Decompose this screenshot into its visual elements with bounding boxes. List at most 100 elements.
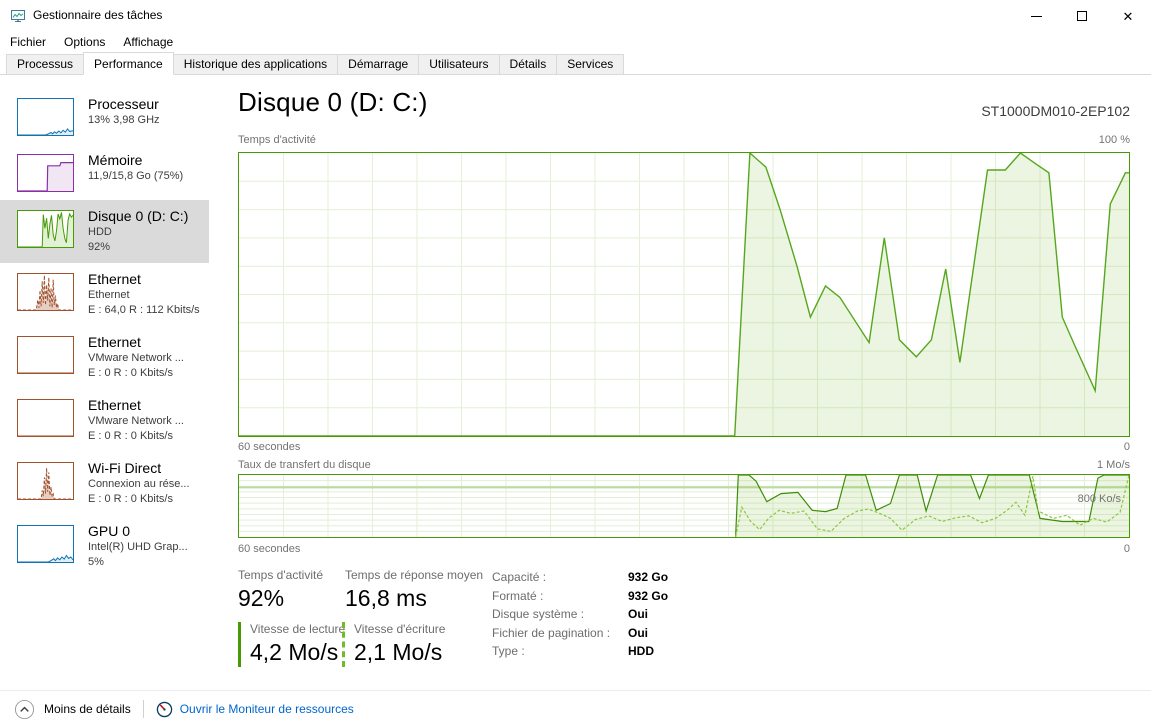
stat-write-value: 2,1 Mo/s — [354, 639, 443, 665]
disk-detail-list: Capacité : 932 Go Formaté : 932 Go Disqu… — [492, 568, 668, 661]
open-resource-monitor-link[interactable]: Ouvrir le Moniteur de ressources — [156, 701, 354, 718]
sidebar-item-stat: HDD — [88, 226, 112, 238]
detail-value: Oui — [628, 625, 648, 640]
activity-chart-ymax-label: 100 % — [1098, 134, 1130, 146]
detail-row-capacite: Capacité : 932 Go — [492, 568, 668, 587]
gpu-mini-chart — [17, 525, 74, 563]
sidebar-item-stat: Ethernet — [88, 289, 130, 301]
ethernet-mini-chart — [17, 399, 74, 437]
transfer-xaxis-right-label: 0 — [1123, 543, 1130, 555]
sidebar-item-stat: 5% — [88, 556, 104, 568]
sidebar-item-disque-0[interactable]: Disque 0 (D: C:) HDD 92% — [0, 200, 209, 263]
disk-stats: Temps d'activité 92% Temps de réponse mo… — [238, 566, 1130, 727]
sidebar-item-stat: VMware Network ... — [88, 415, 184, 427]
stat-read-speed: Vitesse de lecture 4,2 Mo/s — [238, 622, 345, 667]
sidebar-item-stat: E : 64,0 R : 112 Kbits/s — [88, 304, 200, 316]
stat-activity-label: Temps d'activité — [238, 568, 323, 582]
detail-row-disque-systeme: Disque système : Oui — [492, 605, 668, 624]
tab-strip: Processus Performance Historique des app… — [0, 52, 1151, 75]
wifi-mini-chart — [17, 462, 74, 500]
sidebar-item-title: Mémoire — [88, 152, 143, 168]
cpu-mini-chart — [17, 98, 74, 136]
sidebar-item-title: GPU 0 — [88, 523, 131, 539]
stat-write-speed: Vitesse d'écriture 2,1 Mo/s — [342, 622, 445, 667]
close-button[interactable]: ✕ — [1105, 0, 1151, 32]
window-controls: ✕ — [1013, 0, 1151, 32]
sidebar-item-title: Disque 0 (D: C:) — [88, 208, 189, 224]
performance-sidebar: Processeur 13% 3,98 GHz Mémoire 11,9/15,… — [0, 75, 218, 690]
stat-read-label: Vitesse de lecture — [250, 622, 346, 636]
tab-details[interactable]: Détails — [498, 54, 558, 74]
window-title: Gestionnaire des tâches — [33, 8, 163, 22]
transfer-chart-header: Taux de transfert du disque 1 Mo/s — [238, 459, 1130, 473]
activity-chart-xaxis: 60 secondes 0 — [238, 441, 1130, 455]
sidebar-item-title: Ethernet — [88, 271, 141, 287]
disk-mini-chart — [17, 210, 74, 248]
detail-value: 932 Go — [628, 588, 669, 603]
detail-label: Fichier de pagination : — [492, 625, 611, 640]
detail-row-fichier-pagination: Fichier de pagination : Oui — [492, 624, 668, 643]
disk-transfer-chart: 800 Ko/s — [238, 474, 1130, 538]
maximize-icon — [1077, 11, 1087, 21]
sidebar-item-stat: Intel(R) UHD Grap... — [88, 541, 188, 553]
transfer-800kos-label: 800 Ko/s — [1077, 493, 1121, 505]
sidebar-item-stat: 13% 3,98 GHz — [88, 114, 160, 126]
collapse-details-button[interactable] — [14, 699, 35, 720]
minimize-icon — [1030, 15, 1042, 17]
sidebar-item-stat: E : 0 R : 0 Kbits/s — [88, 493, 173, 505]
ethernet-mini-chart — [17, 336, 74, 374]
sidebar-item-stat: Connexion au rése... — [88, 478, 190, 490]
detail-value: HDD — [628, 644, 654, 659]
sidebar-item-stat: E : 0 R : 0 Kbits/s — [88, 367, 173, 379]
sidebar-item-ethernet-1[interactable]: Ethernet Ethernet E : 64,0 R : 112 Kbits… — [0, 263, 209, 326]
stat-activity: Temps d'activité 92% — [238, 568, 323, 613]
maximize-button[interactable] — [1059, 0, 1105, 32]
menu-affichage[interactable]: Affichage — [123, 35, 174, 49]
detail-label: Disque système : — [492, 607, 585, 622]
transfer-chart-title: Taux de transfert du disque — [238, 459, 371, 471]
sidebar-item-stat: 92% — [88, 241, 111, 253]
activity-xaxis-right-label: 0 — [1123, 441, 1130, 453]
sidebar-item-title: Ethernet — [88, 334, 141, 350]
sidebar-item-gpu-0[interactable]: GPU 0 Intel(R) UHD Grap... 5% — [0, 515, 209, 578]
menu-options[interactable]: Options — [64, 35, 106, 49]
sidebar-item-ethernet-2[interactable]: Ethernet VMware Network ... E : 0 R : 0 … — [0, 326, 209, 389]
menu-fichier[interactable]: Fichier — [10, 35, 47, 49]
tab-performance[interactable]: Performance — [83, 52, 174, 75]
disk-model-label: ST1000DM010-2EP102 — [981, 103, 1130, 119]
sidebar-item-processeur[interactable]: Processeur 13% 3,98 GHz — [0, 88, 209, 144]
stat-activity-value: 92% — [238, 585, 285, 611]
tab-services[interactable]: Services — [556, 54, 625, 74]
detail-value: 932 Go — [628, 570, 669, 585]
task-manager-app-icon — [11, 10, 25, 22]
tab-historique-applications[interactable]: Historique des applications — [172, 54, 339, 74]
close-icon: ✕ — [1122, 8, 1134, 24]
transfer-chart-ymax-label: 1 Mo/s — [1096, 459, 1130, 471]
minimize-button[interactable] — [1013, 0, 1059, 32]
stat-response-label: Temps de réponse moyen — [345, 568, 484, 582]
detail-label: Formaté : — [492, 588, 544, 603]
tab-processus[interactable]: Processus — [6, 54, 85, 74]
sidebar-item-stat: E : 0 R : 0 Kbits/s — [88, 430, 173, 442]
activity-xaxis-left-label: 60 secondes — [238, 441, 301, 453]
tab-demarrage[interactable]: Démarrage — [337, 54, 420, 74]
activity-chart-header: Temps d'activité 100 % — [238, 134, 1130, 148]
resource-monitor-link-text: Ouvrir le Moniteur de ressources — [179, 702, 354, 716]
memory-mini-chart — [17, 154, 74, 192]
sidebar-item-title: Processeur — [88, 96, 159, 112]
footer-separator — [142, 700, 144, 718]
menu-bar: Fichier Options Affichage — [0, 32, 1151, 53]
disk-detail-panel: Disque 0 (D: C:) ST1000DM010-2EP102 Temp… — [238, 75, 1130, 690]
sidebar-item-memoire[interactable]: Mémoire 11,9/15,8 Go (75%) — [0, 144, 209, 200]
footer-bar: Moins de détails Ouvrir le Moniteur de r… — [0, 690, 1151, 727]
detail-label: Capacité : — [492, 570, 547, 585]
tab-utilisateurs[interactable]: Utilisateurs — [418, 54, 500, 74]
activity-chart-title: Temps d'activité — [238, 134, 316, 146]
sidebar-item-ethernet-3[interactable]: Ethernet VMware Network ... E : 0 R : 0 … — [0, 389, 209, 452]
less-details-button[interactable]: Moins de détails — [44, 702, 131, 716]
sidebar-item-wifi-direct[interactable]: Wi-Fi Direct Connexion au rése... E : 0 … — [0, 452, 209, 515]
sidebar-item-stat: VMware Network ... — [88, 352, 184, 364]
ethernet-mini-chart — [17, 273, 74, 311]
detail-row-formate: Formaté : 932 Go — [492, 587, 668, 606]
